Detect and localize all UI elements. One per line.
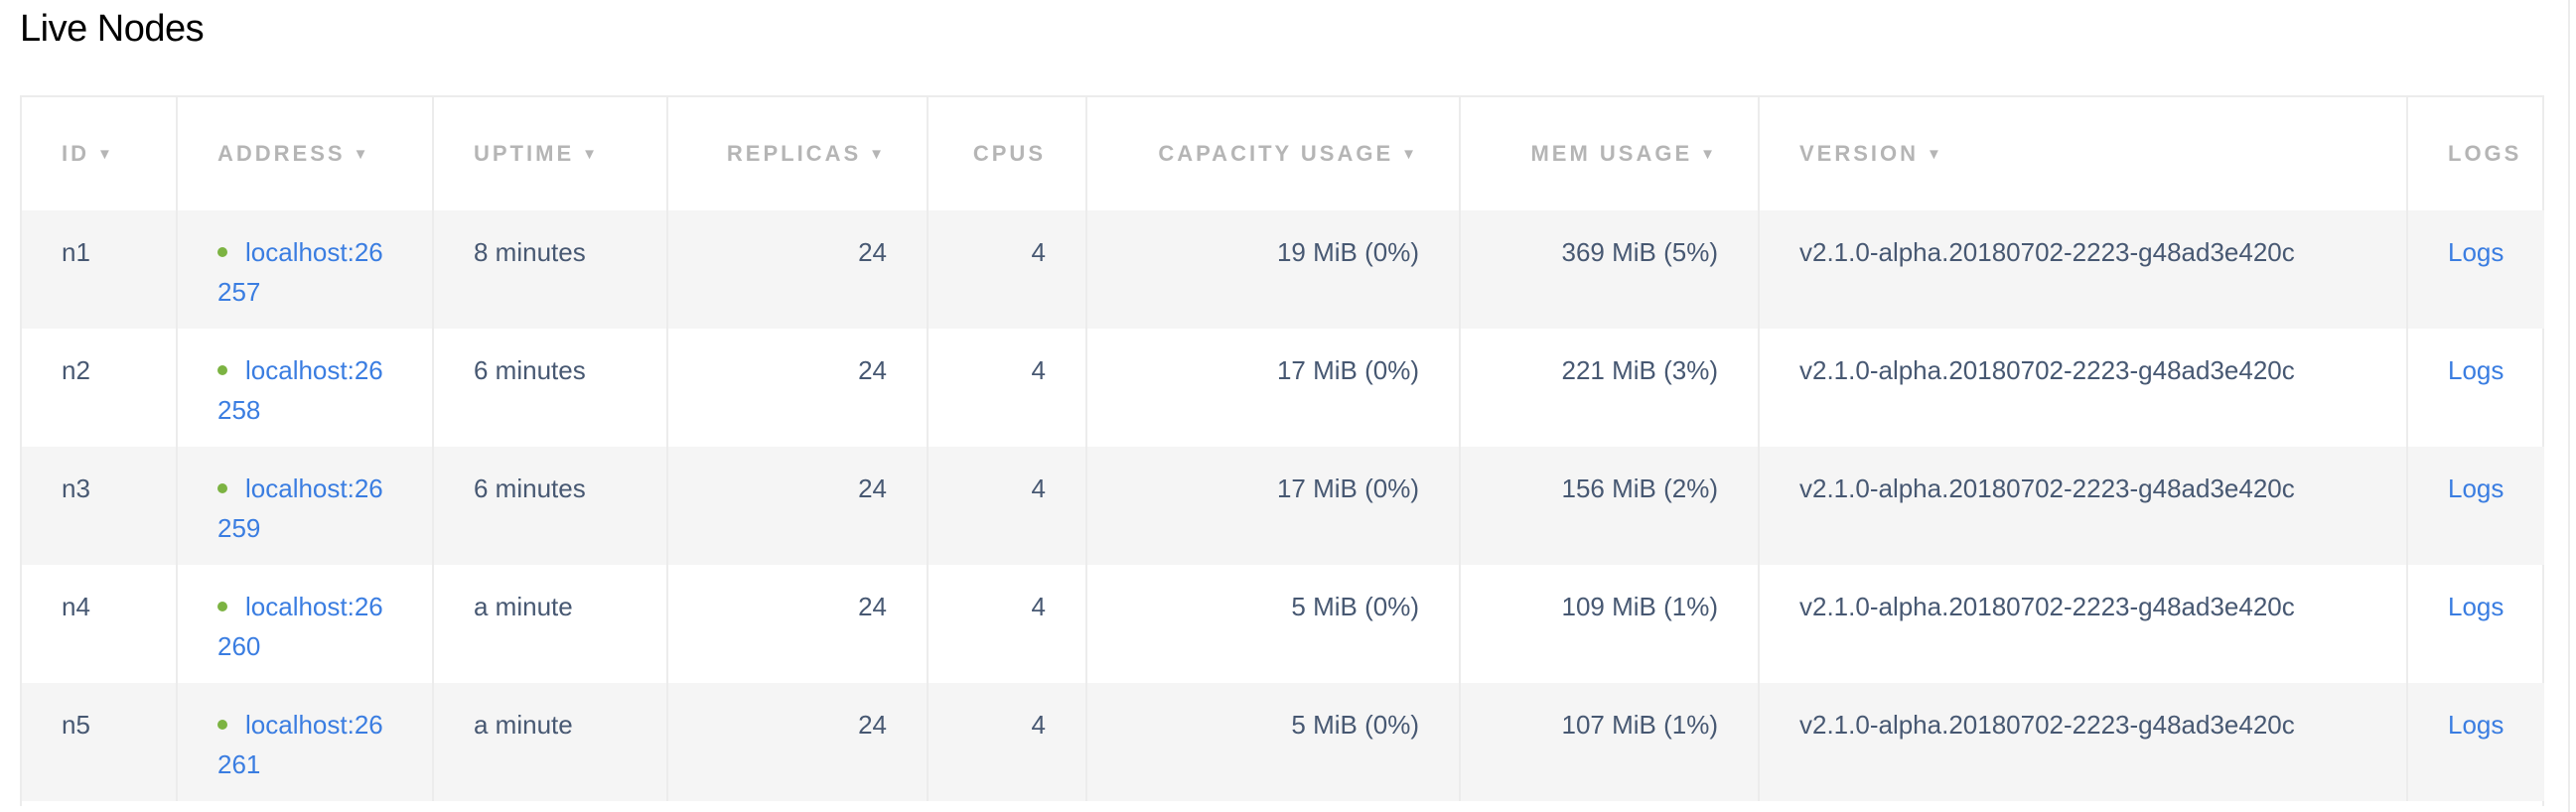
node-id: n2 (62, 355, 90, 385)
capacity-usage: 19 MiB (0%) (1085, 210, 1460, 329)
version: v2.1.0-alpha.20180702-2223-g48ad3e420c (1758, 210, 2407, 329)
sort-arrow-icon: ▼ (582, 146, 600, 163)
column-header-uptime[interactable]: UPTIME ▼ (432, 97, 667, 210)
divider (2568, 0, 2570, 812)
replicas: 24 (666, 683, 928, 801)
node-id: n3 (22, 447, 177, 565)
replicas: 24 (666, 210, 928, 329)
version: v2.1.0-alpha.20180702-2223-g48ad3e420c (1758, 447, 2407, 565)
node-id: n5 (22, 683, 177, 801)
node-id: n1 (22, 210, 177, 329)
column-header-replicas[interactable]: REPLICAS ▼ (666, 97, 928, 210)
column-header-cpus: CPUS (927, 97, 1086, 210)
table-row: n3 localhost:26259 6 minutes 24 4 17 MiB… (22, 447, 2544, 565)
uptime: 6 minutes (432, 447, 667, 565)
live-nodes-table: ID ▼ ADDRESS ▼ UPTIME ▼ REPLICAS ▼ CPUS CAPA… (20, 95, 2544, 806)
replicas: 24 (666, 447, 928, 565)
address-link[interactable]: localhost:26259 (217, 474, 383, 543)
mem-usage: 156 MiB (2%) (1459, 447, 1759, 565)
address-link[interactable]: localhost:26258 (217, 355, 383, 425)
logs-cell: Logs (2406, 565, 2544, 683)
capacity-usage: 17 MiB (0%) (1085, 329, 1460, 447)
table-row: n2 localhost:26258 6 minutes 24 4 17 MiB… (22, 329, 2544, 447)
sort-arrow-icon: ▼ (353, 146, 371, 163)
cpus: 4 (927, 565, 1086, 683)
address-cell: localhost:26260 (176, 565, 433, 683)
logs-link[interactable]: Logs (2448, 710, 2504, 740)
table-row: n5 localhost:26261 a minute 24 4 5 MiB (… (22, 683, 2544, 801)
uptime: a minute (432, 683, 667, 801)
sort-arrow-icon: ▼ (97, 146, 115, 163)
capacity-usage: 5 MiB (0%) (1085, 565, 1460, 683)
logs-cell: Logs (2406, 210, 2544, 329)
page-title: Live Nodes (20, 8, 205, 50)
address-cell: localhost:26261 (176, 683, 433, 801)
logs-link[interactable]: Logs (2448, 592, 2504, 621)
column-header-id[interactable]: ID ▼ (62, 141, 115, 166)
version: v2.1.0-alpha.20180702-2223-g48ad3e420c (1758, 329, 2407, 447)
mem-usage: 369 MiB (5%) (1459, 210, 1759, 329)
sort-arrow-icon: ▼ (1927, 146, 1944, 163)
sort-arrow-icon: ▼ (1401, 146, 1419, 163)
sort-arrow-icon: ▼ (869, 146, 887, 163)
cpus: 4 (927, 683, 1086, 801)
column-header-version[interactable]: VERSION ▼ (1758, 97, 2407, 210)
mem-usage: 221 MiB (3%) (1459, 329, 1759, 447)
column-header-logs: LOGS (2406, 97, 2544, 210)
mem-usage: 107 MiB (1%) (1459, 683, 1759, 801)
cpus: 4 (927, 329, 1086, 447)
column-header-capacity-usage[interactable]: CAPACITY USAGE ▼ (1085, 97, 1460, 210)
address-cell: localhost:26258 (176, 329, 433, 447)
logs-cell: Logs (2406, 447, 2544, 565)
address-cell: localhost:26259 (176, 447, 433, 565)
status-dot-icon (217, 602, 227, 611)
uptime: a minute (432, 565, 667, 683)
uptime: 8 minutes (432, 210, 667, 329)
address-link[interactable]: localhost:26260 (217, 592, 383, 661)
column-header-mem-usage[interactable]: MEM USAGE ▼ (1459, 97, 1759, 210)
version: v2.1.0-alpha.20180702-2223-g48ad3e420c (1758, 683, 2407, 801)
replicas: 24 (666, 329, 928, 447)
logs-link[interactable]: Logs (2448, 237, 2504, 267)
uptime: 6 minutes (432, 329, 667, 447)
status-dot-icon (217, 247, 227, 257)
address-link[interactable]: localhost:26261 (217, 710, 383, 779)
address-cell: localhost:26257 (176, 210, 433, 329)
logs-link[interactable]: Logs (2448, 474, 2504, 503)
mem-usage: 109 MiB (1%) (1459, 565, 1759, 683)
table-header: ID ▼ ADDRESS ▼ UPTIME ▼ REPLICAS ▼ CPUS CAPA… (22, 97, 2544, 210)
cpus: 4 (927, 447, 1086, 565)
node-id: n4 (62, 592, 90, 621)
address-link[interactable]: localhost:26257 (217, 237, 383, 307)
table-row: n1 localhost:26257 8 minutes 24 4 19 MiB… (22, 210, 2544, 329)
sort-arrow-icon: ▼ (1700, 146, 1718, 163)
logs-link[interactable]: Logs (2448, 355, 2504, 385)
replicas: 24 (666, 565, 928, 683)
status-dot-icon (217, 483, 227, 493)
logs-cell: Logs (2406, 329, 2544, 447)
status-dot-icon (217, 365, 227, 375)
version: v2.1.0-alpha.20180702-2223-g48ad3e420c (1758, 565, 2407, 683)
column-header-address[interactable]: ADDRESS ▼ (176, 97, 433, 210)
status-dot-icon (217, 720, 227, 730)
capacity-usage: 5 MiB (0%) (1085, 683, 1460, 801)
logs-cell: Logs (2406, 683, 2544, 801)
capacity-usage: 17 MiB (0%) (1085, 447, 1460, 565)
table-row: n4 localhost:26260 a minute 24 4 5 MiB (… (22, 565, 2544, 683)
cpus: 4 (927, 210, 1086, 329)
